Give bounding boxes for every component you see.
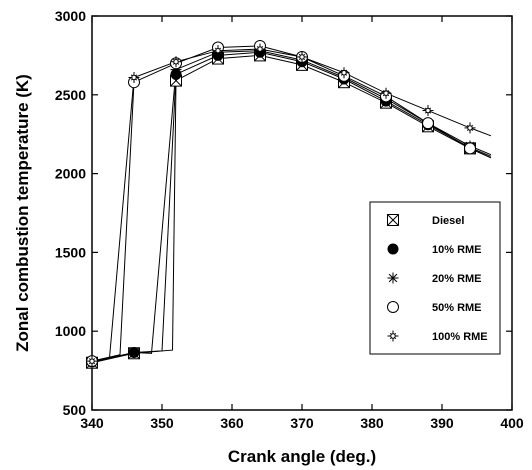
data-point xyxy=(86,355,98,367)
x-tick-label: 390 xyxy=(430,415,454,431)
legend-label: 10% RME xyxy=(432,244,482,256)
data-point xyxy=(128,346,140,358)
legend-marker xyxy=(387,301,399,313)
data-point xyxy=(422,105,434,117)
legend-marker xyxy=(387,272,399,284)
legend-marker xyxy=(387,243,399,255)
data-point xyxy=(212,45,224,57)
y-axis-label: Zonal combustion temperature (K) xyxy=(13,74,32,352)
y-tick-label: 500 xyxy=(63,402,87,418)
x-tick-label: 370 xyxy=(290,415,314,431)
y-tick-label: 2000 xyxy=(55,166,86,182)
series-line-4 xyxy=(91,48,492,362)
legend-label: Diesel xyxy=(432,215,464,227)
y-tick-label: 1500 xyxy=(55,244,86,260)
data-point xyxy=(296,51,308,63)
legend-label: 20% RME xyxy=(432,273,482,285)
series-lines xyxy=(91,45,492,364)
data-point xyxy=(254,43,266,55)
data-point xyxy=(170,56,182,68)
x-axis-label: Crank angle (deg.) xyxy=(228,447,376,466)
x-tick-label: 380 xyxy=(360,415,384,431)
data-point xyxy=(380,87,392,99)
x-tick-label: 400 xyxy=(500,415,524,431)
y-tick-label: 2500 xyxy=(55,87,86,103)
series-markers xyxy=(86,39,476,369)
legend-label: 50% RME xyxy=(432,302,482,314)
legend-marker xyxy=(387,214,399,226)
x-tick-label: 340 xyxy=(80,415,104,431)
data-point xyxy=(128,71,140,83)
y-tick-label: 3000 xyxy=(55,8,86,24)
legend-label: 100% RME xyxy=(432,331,488,343)
series-line-3 xyxy=(91,45,492,362)
data-point xyxy=(422,117,434,130)
data-point xyxy=(464,142,476,155)
data-point xyxy=(464,122,476,134)
data-point xyxy=(338,67,350,79)
series-line-0 xyxy=(91,54,492,364)
legend: Diesel 10% RME 20% RME 50% RME 100% RME xyxy=(369,201,501,355)
legend-marker xyxy=(387,330,399,342)
axis-ticks: 340 350 360 370 380 390 400 500 1000 1500 2000 2500… xyxy=(55,8,524,431)
series-line-1 xyxy=(91,51,492,363)
x-tick-label: 350 xyxy=(150,415,174,431)
x-tick-label: 360 xyxy=(220,415,244,431)
y-tick-label: 1000 xyxy=(55,323,86,339)
